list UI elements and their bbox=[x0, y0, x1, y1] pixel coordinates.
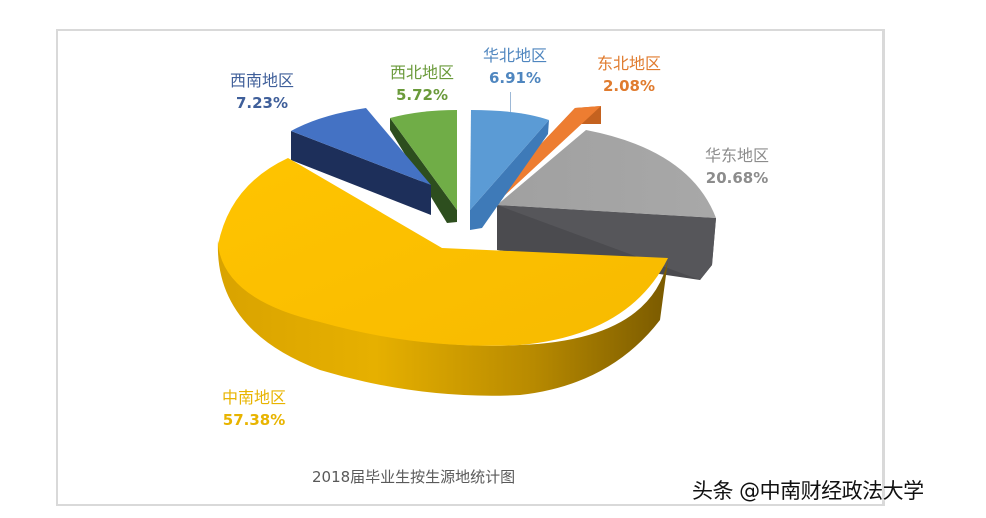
label-huabei-name: 华北地区 bbox=[483, 46, 548, 65]
slice-dongbei bbox=[505, 106, 601, 195]
label-dongbei-pct: 2.08% bbox=[602, 77, 656, 95]
label-xinan-name: 西南地区 bbox=[230, 71, 295, 90]
watermark: 头条 @中南财经政法大学 bbox=[692, 479, 924, 503]
slice-zhongnan bbox=[217, 158, 668, 396]
slice-xibei bbox=[390, 110, 457, 223]
slice-huabei bbox=[470, 110, 549, 230]
label-dongbei: 东北地区 2.08% bbox=[597, 53, 661, 97]
chart-caption: 2018届毕业生按生源地统计图 bbox=[312, 468, 516, 486]
leader-line-huabei bbox=[510, 92, 511, 112]
label-huadong-pct: 20.68% bbox=[705, 169, 769, 187]
label-zhongnan: 中南地区 57.38% bbox=[222, 387, 286, 431]
label-zhongnan-name: 中南地区 bbox=[222, 388, 287, 407]
label-dongbei-name: 东北地区 bbox=[597, 54, 662, 73]
label-xibei-name: 西北地区 bbox=[390, 63, 455, 82]
label-xibei-pct: 5.72% bbox=[395, 86, 449, 104]
slice-xinan bbox=[291, 108, 431, 215]
label-zhongnan-pct: 57.38% bbox=[222, 411, 286, 429]
label-xinan-pct: 7.23% bbox=[235, 94, 289, 112]
label-huabei-pct: 6.91% bbox=[488, 69, 542, 87]
label-xinan: 西南地区 7.23% bbox=[230, 70, 294, 114]
label-huadong: 华东地区 20.68% bbox=[705, 145, 769, 189]
label-xibei: 西北地区 5.72% bbox=[390, 62, 454, 106]
label-huabei: 华北地区 6.91% bbox=[483, 45, 547, 89]
label-huadong-name: 华东地区 bbox=[705, 146, 770, 165]
